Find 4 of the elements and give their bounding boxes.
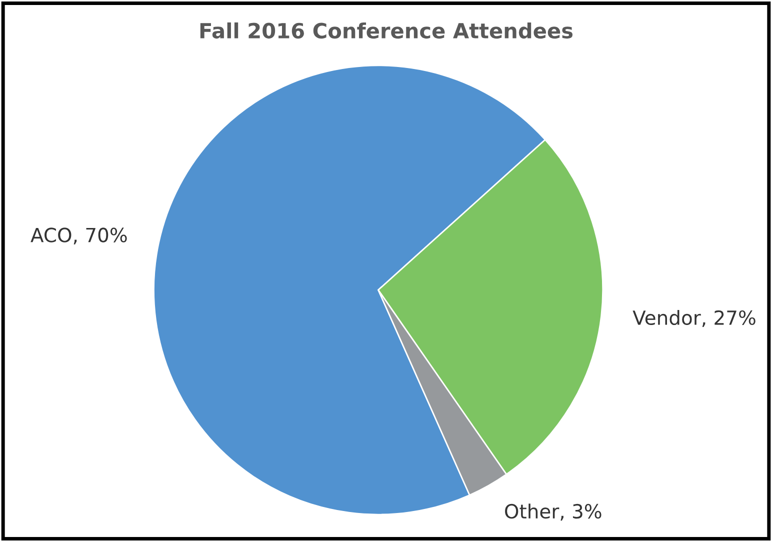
slice-label: Vendor, 27% <box>632 310 756 328</box>
slice-label: ACO, 70% <box>30 228 127 244</box>
slice-label: Other, 3% <box>505 504 602 521</box>
chart-title: Fall 2016 Conference Attendees <box>200 22 573 39</box>
